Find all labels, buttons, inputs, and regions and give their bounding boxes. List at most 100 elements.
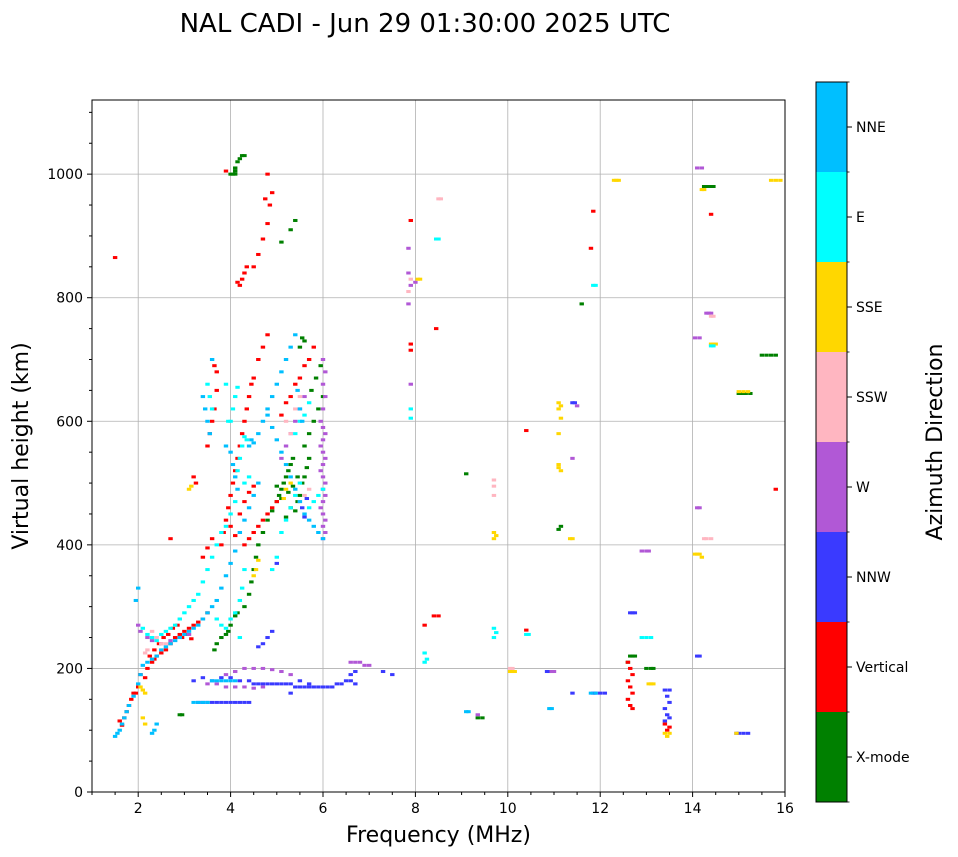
colorbar-label: E: [856, 210, 865, 226]
data-point-vertical: [269, 506, 275, 510]
data-point-nnw: [353, 682, 358, 686]
data-point-nne: [209, 358, 215, 361]
data-point-xmode: [251, 568, 256, 572]
data-point-sse: [699, 188, 705, 192]
data-point-nnw: [219, 676, 224, 680]
data-point-e: [239, 586, 245, 590]
data-point-nne: [251, 493, 256, 497]
data-point-w: [214, 682, 219, 686]
data-point-xmode: [288, 228, 293, 232]
data-point-xmode: [748, 391, 753, 395]
data-point-e: [639, 636, 644, 640]
data-point-w: [708, 311, 714, 315]
data-point-nne: [205, 419, 210, 423]
data-point-w: [223, 685, 229, 689]
data-point-vertical: [311, 345, 316, 349]
data-point-vertical: [184, 632, 189, 636]
data-point-xmode: [318, 364, 323, 368]
data-point-sse: [646, 682, 651, 686]
data-point-w: [323, 493, 328, 497]
data-point-nnw: [334, 682, 340, 686]
data-point-e: [239, 444, 245, 448]
data-point-nnw: [572, 401, 577, 405]
data-point-w: [242, 666, 247, 670]
data-point-nnw: [380, 670, 386, 674]
data-point-nnw: [209, 700, 215, 704]
data-point-vertical: [221, 531, 226, 534]
data-point-sse: [288, 481, 293, 485]
data-point-vertical: [161, 636, 166, 640]
data-point-nne: [145, 660, 150, 664]
data-point-xmode: [302, 475, 307, 479]
data-point-e: [648, 636, 654, 640]
data-point-vertical: [265, 172, 270, 176]
data-point-nne: [223, 679, 229, 683]
data-point-w: [318, 506, 323, 510]
data-point-e: [708, 344, 714, 348]
data-point-w: [323, 518, 328, 522]
x-tick-label: 8: [411, 801, 420, 817]
data-point-sse: [510, 670, 515, 674]
data-point-ssw: [491, 478, 497, 482]
data-point-xmode: [279, 240, 284, 244]
data-point-sse: [616, 178, 621, 182]
data-point-nnw: [390, 673, 395, 677]
colorbar-label: Vertical: [856, 660, 908, 676]
data-point-e: [214, 617, 219, 621]
data-point-nne: [269, 395, 275, 399]
data-point-nnw: [214, 700, 219, 704]
data-point-vertical: [142, 676, 148, 680]
data-point-nnw: [256, 645, 261, 649]
data-point-xmode: [480, 716, 485, 720]
data-point-xmode: [246, 592, 252, 596]
data-point-w: [646, 549, 651, 553]
data-point-nnw: [306, 685, 312, 689]
data-point-e: [422, 660, 427, 664]
data-point-e: [196, 592, 201, 596]
y-tick-label: 0: [74, 785, 83, 801]
data-point-xmode: [269, 509, 275, 513]
data-point-xmode: [558, 524, 564, 528]
data-point-e: [237, 598, 243, 602]
data-point-xmode: [233, 169, 238, 173]
data-point-vertical: [408, 218, 413, 222]
data-point-sse: [256, 558, 261, 562]
data-point-ssw: [293, 407, 298, 411]
data-point-nnw: [348, 673, 353, 677]
data-point-xmode: [286, 490, 291, 494]
data-point-vertical: [163, 648, 169, 652]
x-tick-label: 10: [499, 801, 517, 817]
data-point-e: [186, 605, 192, 609]
data-point-vertical: [524, 429, 529, 433]
data-point-vertical: [117, 719, 122, 723]
data-point-vertical: [166, 632, 171, 636]
data-point-nnw: [191, 679, 196, 683]
colorbar-segment: [816, 172, 847, 262]
data-point-w: [320, 425, 326, 429]
data-point-vertical: [152, 657, 157, 661]
y-tick-label: 800: [56, 291, 83, 307]
data-point-e: [246, 475, 252, 479]
data-point-xmode: [630, 654, 635, 658]
data-point-w: [706, 311, 711, 315]
colorbar-label: NNW: [856, 570, 891, 586]
data-point-nnw: [237, 679, 243, 683]
data-point-vertical: [246, 395, 252, 399]
data-point-sse: [251, 574, 256, 578]
data-point-vertical: [237, 512, 243, 516]
data-point-sse: [558, 469, 564, 473]
data-point-sse: [736, 390, 741, 394]
data-point-vertical: [131, 691, 136, 695]
data-point-w: [695, 166, 700, 170]
data-point-ssw: [507, 666, 513, 670]
data-point-vertical: [256, 524, 261, 528]
data-point-nne: [122, 716, 127, 720]
colorbar-segment: [816, 622, 847, 712]
data-point-vertical: [242, 500, 247, 504]
data-point-ssw: [408, 277, 413, 281]
data-point-e: [191, 598, 196, 602]
data-point-xmode: [297, 345, 303, 349]
data-point-w: [138, 629, 143, 633]
data-point-nnw: [288, 682, 293, 686]
data-point-nnw: [570, 691, 575, 695]
